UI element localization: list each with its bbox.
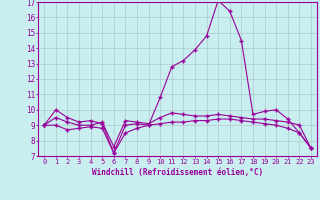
X-axis label: Windchill (Refroidissement éolien,°C): Windchill (Refroidissement éolien,°C) [92, 168, 263, 177]
